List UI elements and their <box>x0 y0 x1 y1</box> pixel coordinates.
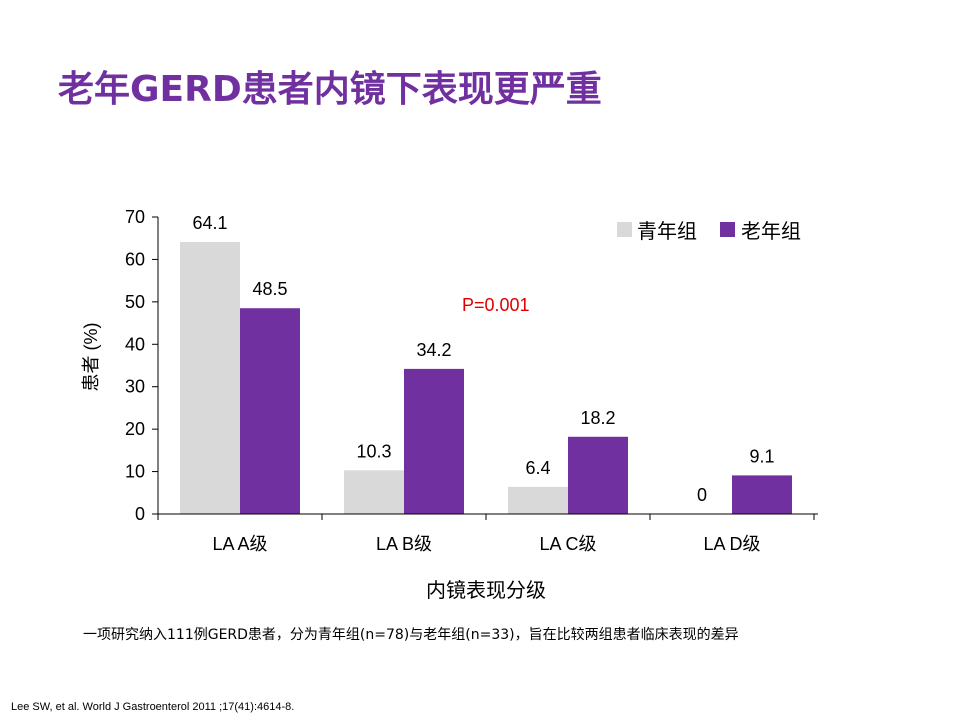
y-tick-label: 10 <box>125 462 145 482</box>
legend-label: 青年组 <box>637 219 697 243</box>
x-tick-label: LA C级 <box>539 534 596 554</box>
bar-data-label: 34.2 <box>416 340 451 360</box>
legend-label: 老年组 <box>741 219 801 243</box>
x-tick-label: LA D级 <box>703 534 760 554</box>
bar-labels-group: 64.1 48.5 10.3 34.2 6.4 18.2 0 9.1 <box>192 213 774 505</box>
slide-title: 老年GERD患者内镜下表现更严重 <box>58 69 602 110</box>
y-tick-label: 30 <box>125 377 145 397</box>
bar-data-label: 64.1 <box>192 213 227 233</box>
bar-data-label: 6.4 <box>525 458 550 478</box>
p-value-annotation: P=0.001 <box>462 295 530 315</box>
chart-legend: 青年组 老年组 <box>617 219 801 243</box>
legend-swatch <box>720 222 735 237</box>
x-tick-label: LA A级 <box>212 534 267 554</box>
y-axis-ticks: 0 10 20 30 40 50 60 70 <box>125 207 158 524</box>
bar <box>508 486 568 514</box>
y-tick-label: 20 <box>125 419 145 439</box>
bar-data-label: 48.5 <box>252 279 287 299</box>
bar-data-label: 0 <box>697 485 707 505</box>
bar <box>344 470 404 514</box>
bar <box>240 308 300 514</box>
y-tick-label: 50 <box>125 292 145 312</box>
x-axis-label: 内镜表现分级 <box>426 578 546 602</box>
bar-data-label: 10.3 <box>356 441 391 461</box>
bar <box>732 475 792 514</box>
bar <box>568 436 628 514</box>
y-tick-label: 0 <box>135 504 145 524</box>
bar <box>180 242 240 515</box>
y-axis-label: 患者 (%) <box>81 323 101 392</box>
x-axis-ticks: LA A级 LA B级 LA C级 LA D级 <box>157 514 815 554</box>
x-tick-label: LA B级 <box>376 534 432 554</box>
y-tick-label: 70 <box>125 207 145 227</box>
bar-data-label: 9.1 <box>749 446 774 466</box>
bar <box>404 368 464 514</box>
legend-swatch <box>617 222 632 237</box>
bars-group <box>180 242 792 515</box>
y-tick-label: 40 <box>125 334 145 354</box>
citation: Lee SW, et al. World J Gastroenterol 201… <box>11 701 295 713</box>
study-note: 一项研究纳入111例GERD患者，分为青年组(n=78)与老年组(n=33)，旨… <box>83 627 739 643</box>
bar-data-label: 18.2 <box>580 408 615 428</box>
y-tick-label: 60 <box>125 249 145 269</box>
